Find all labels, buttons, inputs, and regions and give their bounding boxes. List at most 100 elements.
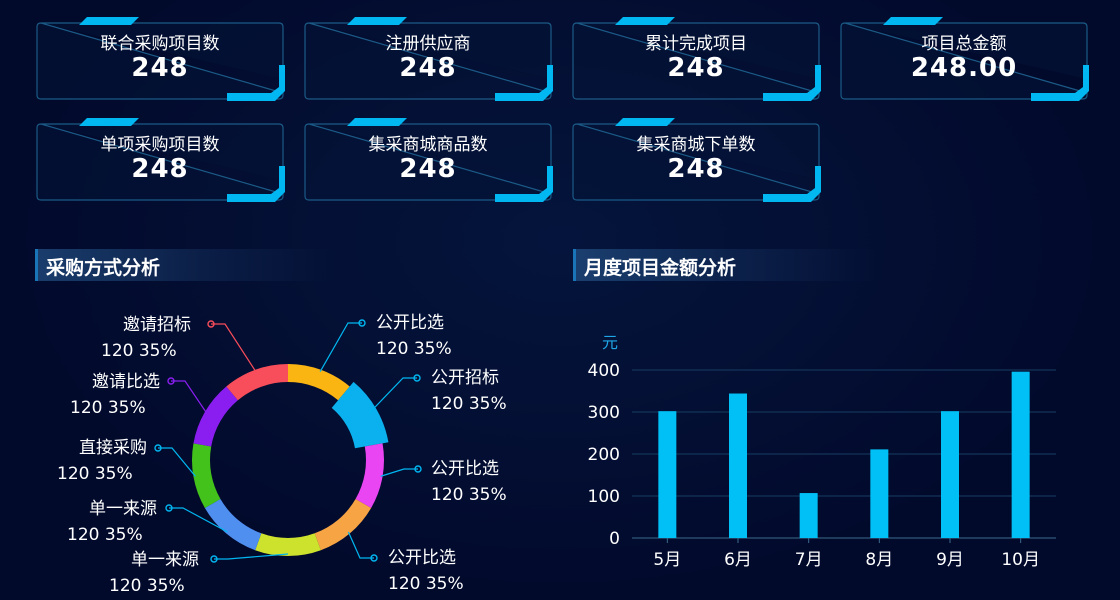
leader-dot [358,319,366,327]
section-title-procurement-methods: 采购方式分析 [35,249,338,281]
kpi-value: 248 [667,154,725,184]
card-top-tab [883,17,943,25]
card-top-tab [615,17,675,25]
bar [1011,371,1030,538]
bar [941,411,959,538]
slice-value-label: 120 35% [431,394,507,414]
card-frame [304,118,553,202]
slice-value-label: 120 35% [388,574,464,594]
kpi-label: 联合采购项目数 [100,34,220,54]
slice-value-label: 120 35% [67,525,143,545]
kpi-label: 集采商城商品数 [368,135,488,155]
leader-dot [154,444,162,452]
kpi-card-completed-projects: 累计完成项目 248 [571,17,821,101]
y-tick-label: 100 [588,487,620,507]
card-corner-accent [227,166,285,202]
section-title-monthly-amount: 月度项目金额分析 [573,249,876,281]
leader-dot [413,374,421,382]
slice-value-label: 120 35% [431,485,507,505]
leader-line [158,447,196,477]
leader-line [380,468,418,477]
card-border [572,22,820,100]
kpi-value: 248 [399,154,457,184]
slice-name-label: 公开比选 [388,548,456,568]
leader-line [169,507,228,533]
y-axis-unit-label: 元 [602,333,618,352]
section-title-text: 采购方式分析 [46,257,161,279]
card-top-tab [347,17,407,25]
bar [658,411,677,538]
card-corner-accent [227,65,285,101]
x-tick-label: 8月 [865,550,893,570]
slice-value-label: 120 35% [57,464,133,484]
card-border [304,123,552,201]
leader-dot [210,555,218,563]
slice-value-label: 120 35% [376,339,452,359]
donut-slice [355,443,384,508]
kpi-value: 248 [131,53,189,83]
kpi-value: 248 [667,53,725,83]
donut-chart: 公开比选 120 35% 公开招标 120 35% 公开比选 120 35% 公开比选 120… [57,313,507,596]
leader-line [347,531,374,559]
kpi-label: 集采商城下单数 [636,135,756,155]
kpi-value: 248.00 [910,53,1018,83]
bar [799,493,818,538]
x-tick-label: 9月 [936,550,964,570]
slice-name-label: 邀请招标 [123,315,191,335]
card-corner-accent [763,166,821,202]
x-tick-label: 10月 [1001,550,1040,570]
leader-dot [165,504,173,512]
kpi-label: 累计完成项目 [645,34,747,54]
kpi-value: 248 [399,53,457,83]
card-border [572,123,820,201]
kpi-label: 注册供应商 [385,34,471,54]
donut-slice [226,364,288,401]
card-top-tab [615,118,675,126]
y-tick-label: 200 [588,445,620,465]
slice-name-label: 邀请比选 [92,372,160,392]
leader-dot [207,320,215,328]
leader-dot [370,554,378,562]
donut-slice [193,386,238,447]
kpi-card-mall-orders: 集采商城下单数 248 [571,118,821,202]
kpi-card-total-amount: 项目总金额 248.00 [839,17,1089,101]
donut-slice [314,499,372,551]
kpi-label: 项目总金额 [921,34,1007,54]
slice-name-label: 公开比选 [431,459,499,479]
x-tick-label: 6月 [724,550,752,570]
slice-name-label: 公开比选 [376,313,444,333]
kpi-card-registered-suppliers: 注册供应商 248 [303,17,553,101]
x-tick-label: 7月 [795,550,823,570]
leader-dot [414,465,422,473]
donut-slice [191,443,221,508]
kpi-card-joint-procurement: 联合采购项目数 248 [35,17,285,101]
kpi-card-single-procurement: 单项采购项目数 248 [35,118,285,202]
slice-value-label: 120 35% [109,576,185,596]
card-border [840,22,1088,100]
donut-slice [288,364,350,401]
card-corner-accent [763,65,821,101]
card-border [304,22,552,100]
leader-line [211,323,257,372]
bar [729,393,747,538]
card-top-tab [79,17,139,25]
leader-line [319,322,362,372]
y-tick-label: 300 [588,403,620,423]
card-frame [36,17,285,101]
kpi-card-mall-products: 集采商城商品数 248 [303,118,553,202]
slice-name-label: 单一来源 [131,550,199,570]
card-top-tab [347,118,407,126]
card-frame [304,17,553,101]
slice-value-label: 120 35% [70,398,146,418]
donut-slice [255,533,321,556]
slice-name-label: 公开招标 [431,368,499,388]
card-corner-accent [495,166,553,202]
card-border [36,123,284,201]
kpi-label: 单项采购项目数 [100,135,220,155]
slice-name-label: 直接采购 [79,438,147,458]
leader-dot [167,377,175,385]
donut-slice [204,499,262,551]
slice-name-label: 单一来源 [89,499,157,519]
leader-line [171,380,208,414]
